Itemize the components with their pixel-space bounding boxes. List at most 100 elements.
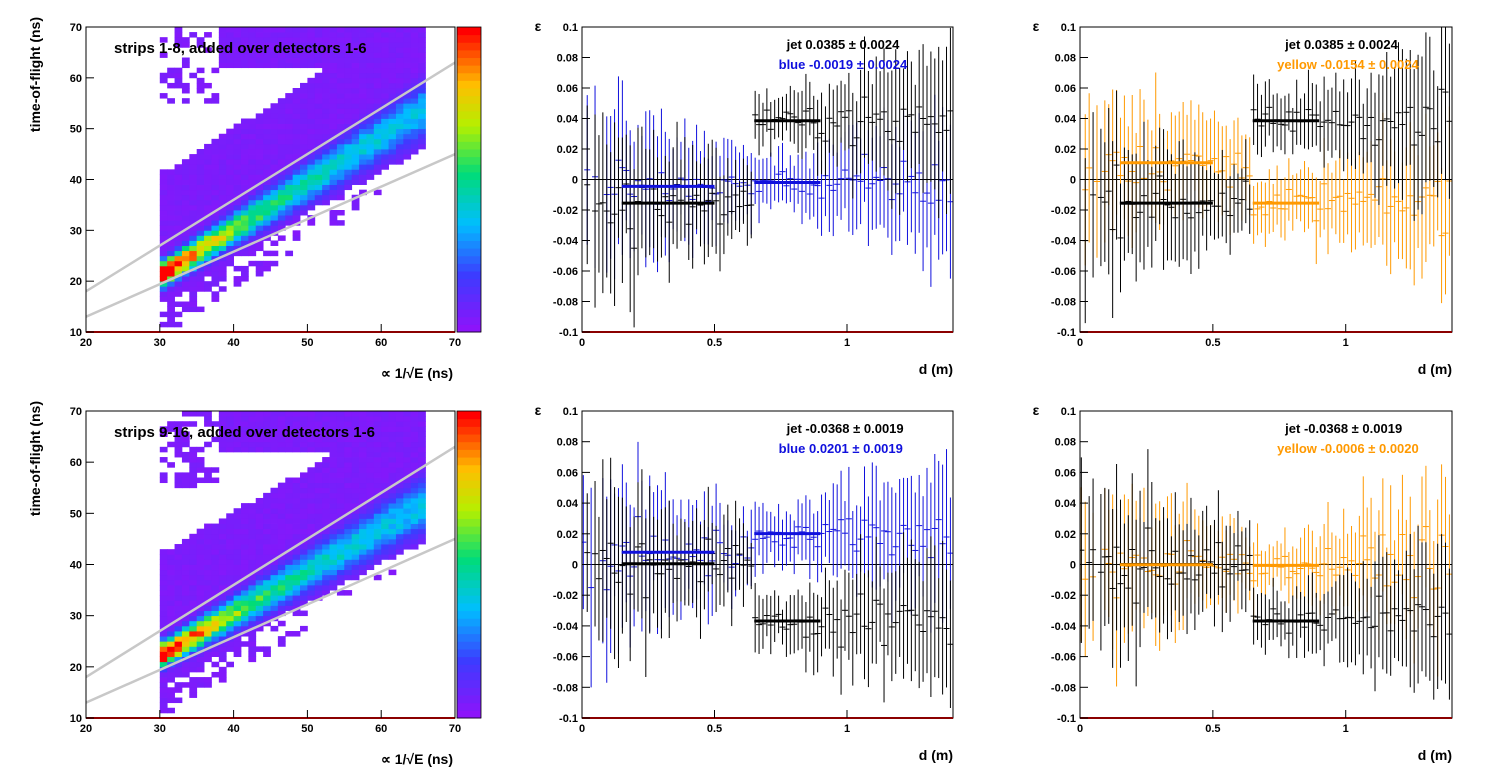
colorbar-segment (457, 271, 481, 280)
heatmap-cell (218, 245, 227, 252)
heatmap-cell (255, 600, 264, 606)
heatmap-cell (189, 605, 198, 611)
heatmap-cell (277, 620, 286, 627)
heatmap-cell (403, 487, 412, 494)
heatmap-cell (159, 636, 168, 642)
heatmap-cell (359, 508, 367, 514)
colorbar-segment (457, 694, 481, 704)
heatmap-cell (292, 508, 301, 514)
heatmap-cell (292, 482, 301, 489)
heatmap-cell (300, 446, 308, 453)
heatmap-cell (181, 631, 190, 637)
heatmap-cell (307, 77, 316, 84)
heatmap-cell (366, 564, 375, 571)
heatmap-cell (373, 27, 382, 33)
heatmap-cell (167, 189, 175, 196)
heatmap-cell (211, 98, 220, 104)
heatmap-cell (300, 508, 308, 514)
heatmap-cell (240, 600, 249, 606)
heatmap-cell (240, 554, 249, 560)
heatmap-cell (418, 503, 426, 509)
heatmap-cell (351, 108, 360, 114)
plus-minus: ± (1365, 441, 1379, 456)
heatmap-cell (204, 286, 212, 292)
heatmap-cell (373, 133, 382, 140)
heatmap-cell (174, 544, 183, 550)
heatmap-cell (388, 47, 397, 53)
heatmap-cell (344, 574, 353, 581)
heatmap-cell (204, 245, 212, 252)
heatmap-cell (189, 472, 198, 478)
heatmap-cell (381, 133, 389, 140)
heatmap-cell (300, 82, 308, 89)
heatmap-cell (218, 52, 227, 58)
heatmap-cell (255, 528, 264, 535)
heatmap-cell (248, 600, 257, 606)
heatmap-cell (359, 133, 367, 140)
heatmap-cell (277, 143, 286, 150)
heatmap-cell (204, 240, 212, 246)
y-tick-label: 0.1 (563, 22, 578, 34)
heatmap-cell (410, 133, 419, 140)
colorbar-segment (457, 248, 481, 257)
heatmap-cell (159, 605, 168, 611)
heatmap-cell (388, 518, 397, 524)
heatmap-cell (204, 641, 212, 647)
heatmap-cell (292, 610, 301, 617)
heatmap-cell (233, 636, 242, 642)
heatmap-cell (322, 554, 330, 560)
heatmap-cell (277, 610, 286, 617)
heatmap-cell (181, 220, 190, 226)
heatmap-cell (373, 472, 382, 478)
heatmap-cell (300, 93, 308, 99)
heatmap-cell (359, 93, 367, 99)
heatmap-cell (307, 220, 316, 226)
heatmap-cell (300, 179, 308, 185)
heatmap-cell (233, 199, 242, 206)
x-tick-label: 1 (1343, 723, 1349, 735)
annotation-label: jet (1284, 37, 1301, 52)
heatmap-cell (218, 32, 227, 38)
heatmap-cell (263, 492, 271, 499)
heatmap-cell (240, 421, 249, 427)
x-axis-label: ∝ 1/√E (ns) (381, 365, 453, 381)
heatmap-cell (211, 67, 220, 74)
heatmap-cell (233, 625, 242, 632)
heatmap-cell (159, 569, 168, 576)
heatmap-cell (366, 164, 375, 170)
heatmap-cell (351, 77, 360, 84)
heatmap-cell (418, 27, 426, 33)
heatmap-cell (248, 610, 257, 617)
heatmap-cell (196, 631, 205, 637)
y-tick-label: 0.04 (557, 114, 579, 126)
heatmap-cell (344, 98, 353, 104)
heatmap-cell (307, 595, 316, 601)
heatmap-cell (410, 149, 419, 155)
heatmap-cell (329, 154, 338, 160)
heatmap-cell (292, 179, 301, 185)
heatmap-cell (381, 154, 389, 160)
heatmap-cell (300, 595, 308, 601)
heatmap-cell (373, 487, 382, 494)
heatmap-cell (240, 590, 249, 596)
heatmap-cell (322, 93, 330, 99)
heatmap-cell (240, 641, 249, 647)
heatmap-cell (181, 482, 190, 489)
heatmap-cell (204, 631, 212, 637)
heatmap-cell (218, 584, 227, 591)
heatmap-cell (263, 610, 271, 617)
heatmap-cell (270, 421, 279, 427)
heatmap-cell (181, 682, 190, 688)
heatmap-cell (307, 189, 316, 196)
heatmap-cell (300, 574, 308, 581)
heatmap-cell (181, 204, 190, 211)
y-tick-label: 0.1 (563, 406, 578, 418)
heatmap-cell (211, 291, 220, 297)
plus-minus: ± (850, 421, 864, 436)
heatmap-cell (403, 42, 412, 48)
heatmap-cell (314, 77, 323, 84)
heatmap-cell (248, 595, 257, 601)
heatmap-cell (381, 518, 389, 524)
heatmap-cell (373, 52, 382, 58)
